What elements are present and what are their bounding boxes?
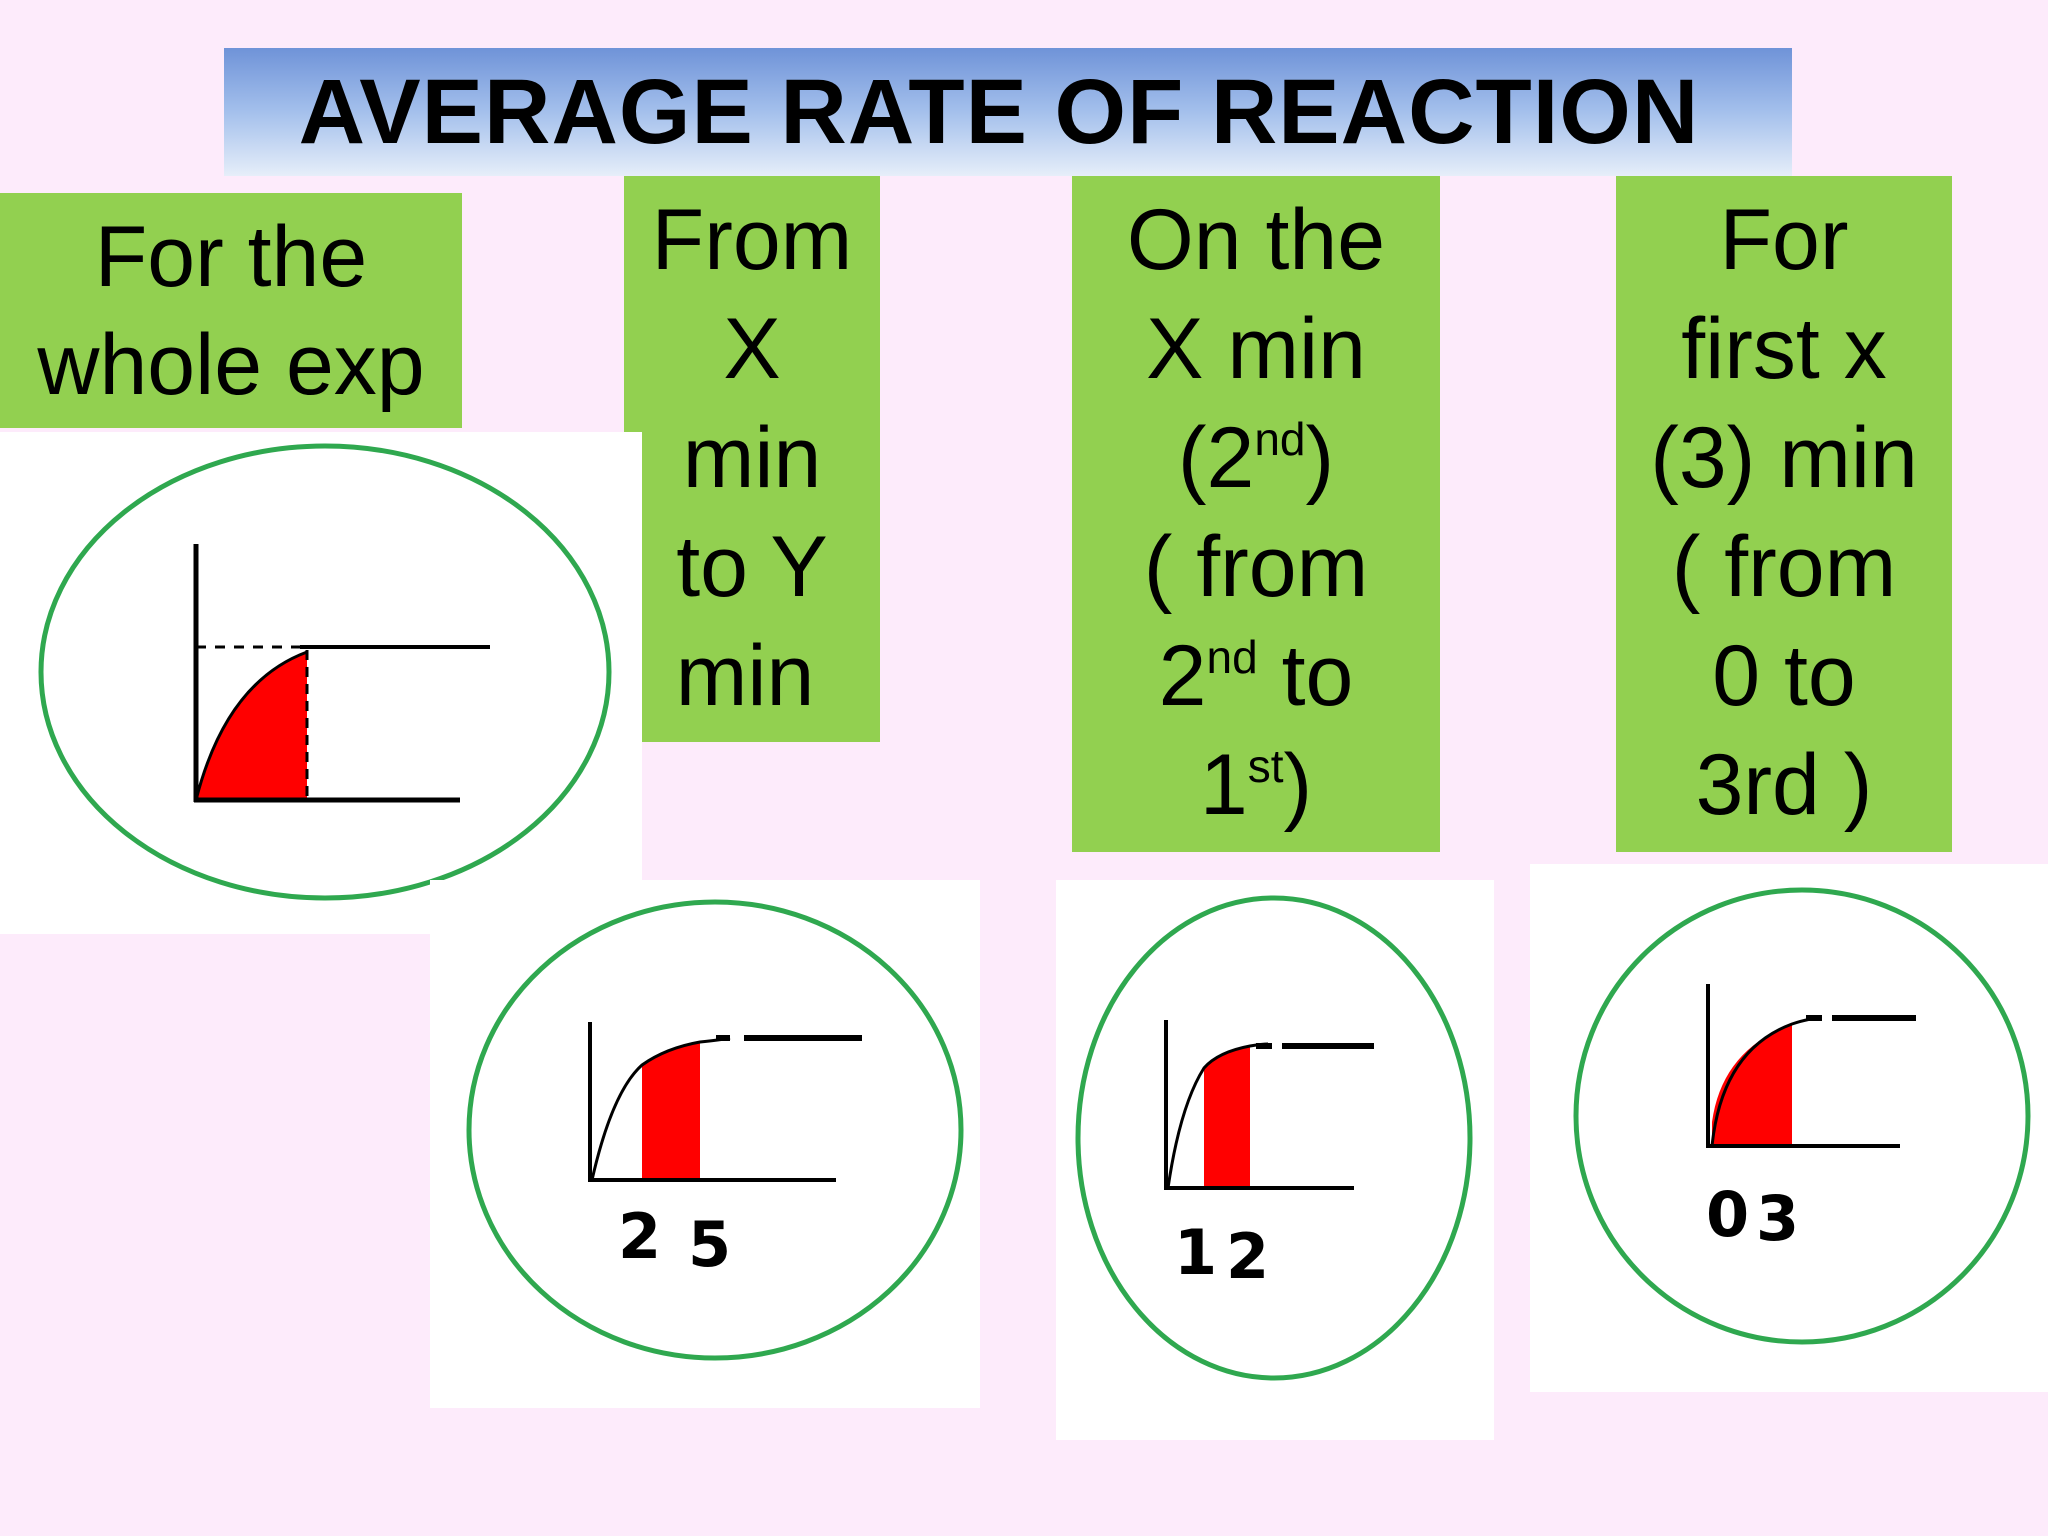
label-fragment: ): [1305, 410, 1335, 506]
shaded-area: [642, 1042, 700, 1180]
label-first-x-min: For first x (3) min ( from 0 to 3rd ): [1616, 176, 1952, 852]
graph-panel-first-x-min: 0 3: [1530, 864, 2048, 1392]
label-fragment: 2: [1158, 628, 1207, 724]
label-from-x-to-y: From X min to Y min: [624, 176, 880, 742]
tick-label: 5: [688, 1208, 731, 1281]
tick-label: 3: [1756, 1182, 1799, 1255]
superscript: nd: [1254, 413, 1306, 465]
label-fragment: ): [1283, 737, 1313, 833]
label-line: For the: [94, 209, 368, 305]
highlight-circle: [1075, 895, 1473, 1381]
label-fragment: to: [1257, 628, 1354, 724]
page-title: AVERAGE RATE OF REACTION: [298, 60, 1700, 163]
label-line: whole exp: [37, 317, 425, 413]
tick-label: 1: [1174, 1216, 1217, 1289]
graph-first-x-min: 0 3: [1573, 887, 2031, 1345]
label-line: 0 to: [1712, 628, 1856, 724]
label-line: (2nd): [1072, 404, 1440, 513]
graph-whole-exp: [38, 443, 612, 901]
shaded-area: [1204, 1046, 1250, 1188]
label-line: 3rd ): [1695, 737, 1873, 833]
rate-curve: [194, 650, 308, 801]
graph-on-the-x-min: 1 2: [1075, 895, 1473, 1381]
label-whole-exp: For the whole exp: [0, 193, 462, 428]
label-line: ( from: [1143, 519, 1369, 615]
title-banner: AVERAGE RATE OF REACTION: [224, 48, 1792, 176]
label-line: ( from: [1671, 519, 1897, 615]
label-line: (3) min: [1650, 410, 1918, 506]
graph-from-x-to-y: 2 5: [466, 899, 964, 1361]
highlight-circle: [466, 899, 964, 1361]
tick-label: 2: [618, 1200, 661, 1273]
graph-panel-on-the-x-min: 1 2: [1056, 880, 1494, 1440]
label-line: min: [682, 410, 822, 506]
label-line: 1st): [1072, 731, 1440, 840]
label-fragment: 1: [1199, 737, 1248, 833]
shaded-area: [1712, 1024, 1792, 1146]
superscript: nd: [1206, 631, 1258, 683]
highlight-circle: [1573, 887, 2031, 1345]
tick-label: 2: [1226, 1220, 1269, 1293]
graph-panel-from-x-to-y: 2 5: [430, 880, 980, 1408]
graph-panel-whole-exp: [0, 432, 642, 934]
superscript: st: [1247, 740, 1284, 792]
label-line: X: [723, 301, 781, 397]
label-line: min: [675, 628, 815, 724]
label-line: X min: [1146, 301, 1366, 397]
label-line: For: [1719, 192, 1849, 288]
rate-curve: [590, 1036, 731, 1181]
label-line: first x: [1681, 301, 1887, 397]
label-line: On the: [1126, 192, 1386, 288]
shaded-area: [196, 652, 307, 800]
label-fragment: (2: [1177, 410, 1255, 506]
label-line: From: [651, 192, 853, 288]
label-line: to Y: [676, 519, 828, 615]
label-on-the-x-min: On the X min (2nd) ( from 2nd to 1st): [1072, 176, 1440, 852]
tick-label: 0: [1706, 1178, 1749, 1251]
label-line: 2nd to: [1072, 622, 1440, 731]
highlight-circle: [38, 443, 612, 901]
